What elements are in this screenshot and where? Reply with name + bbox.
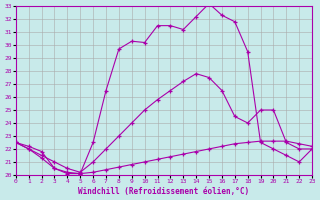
X-axis label: Windchill (Refroidissement éolien,°C): Windchill (Refroidissement éolien,°C) [78, 187, 250, 196]
